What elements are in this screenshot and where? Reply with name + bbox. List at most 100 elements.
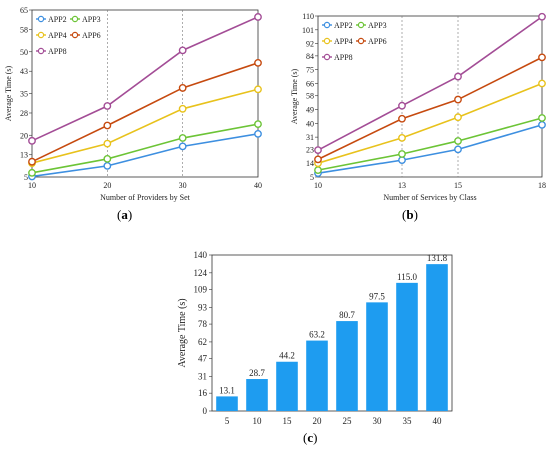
- y-tick-label: 49: [306, 106, 314, 115]
- data-point: [103, 102, 112, 110]
- legend-marker: [71, 31, 79, 39]
- panel-letter-c: c: [307, 430, 314, 445]
- bar-plot-frame: [211, 254, 453, 412]
- y-tick-label: 43: [20, 67, 28, 76]
- x-tick-label: 10: [314, 181, 322, 190]
- data-point: [314, 166, 322, 175]
- legend-marker: [323, 37, 331, 45]
- legend-marker: [71, 15, 79, 23]
- bar: [336, 321, 358, 411]
- y-tick-label: 62: [198, 337, 207, 347]
- bar: [276, 361, 298, 411]
- y-tick-label: 13: [20, 151, 28, 160]
- y-tick-label: 93: [198, 302, 208, 312]
- data-point: [178, 134, 187, 142]
- legend-marker: [357, 21, 365, 29]
- data-point: [178, 46, 187, 55]
- x-tick-label: 15: [454, 181, 462, 190]
- y-tick-label: 5: [24, 173, 28, 182]
- x-tick-label: 25: [343, 416, 353, 426]
- legend-marker: [357, 37, 365, 45]
- data-point: [398, 133, 406, 142]
- y-tick-label: 35: [20, 90, 28, 99]
- x-tick-label: 10: [253, 416, 263, 426]
- data-point: [454, 137, 462, 145]
- data-point: [454, 113, 462, 122]
- legend-entry: APP8: [48, 47, 67, 56]
- panel-letter-b: b: [406, 207, 414, 222]
- data-point: [28, 168, 36, 177]
- data-label: 13.1: [219, 385, 235, 395]
- data-point: [103, 155, 112, 163]
- y-tick-label: 124: [194, 268, 208, 278]
- x-tick-label: 20: [313, 416, 323, 426]
- x-tick-label: 10: [28, 181, 36, 190]
- x-tick-label: 30: [373, 416, 383, 426]
- y-tick-label: 31: [198, 371, 207, 381]
- y-tick-label: 78: [198, 319, 208, 329]
- y-tick-label: 23: [306, 145, 314, 154]
- data-point: [178, 84, 187, 92]
- y-tick-label: 5: [310, 173, 314, 182]
- series-line-app4: [31, 88, 259, 164]
- legend-entry: APP4: [334, 37, 353, 46]
- y-tick-label: 14: [306, 159, 314, 168]
- y-tick-label: 84: [306, 52, 314, 61]
- panel-label-b: (b): [402, 207, 418, 222]
- legend-entry: APP2: [334, 21, 353, 30]
- legend-entry: APP6: [82, 31, 101, 40]
- y-tick-label: 28: [20, 109, 28, 118]
- data-point: [103, 121, 112, 130]
- x-tick-label: 35: [403, 416, 413, 426]
- legend-marker: [37, 47, 45, 55]
- data-label: 131.8: [427, 253, 448, 263]
- data-label: 115.0: [397, 272, 417, 282]
- x-tick-label: 30: [179, 181, 187, 190]
- x-axis-label: Number of Providers by Set: [100, 193, 191, 202]
- data-point: [538, 79, 546, 88]
- legend-entry: APP2: [48, 15, 67, 24]
- legend-entry: APP3: [82, 15, 101, 24]
- data-point: [538, 53, 546, 62]
- x-tick-label: 40: [254, 181, 262, 190]
- x-tick-label: 15: [283, 416, 293, 426]
- y-tick-label: 0: [203, 406, 208, 416]
- y-tick-label: 140: [194, 250, 208, 260]
- series-line-app8: [317, 16, 543, 151]
- y-tick-label: 58: [20, 25, 28, 34]
- data-point: [538, 120, 546, 129]
- data-label: 28.7: [249, 368, 265, 378]
- y-tick-label: 75: [306, 66, 314, 75]
- legend-marker: [323, 21, 331, 29]
- data-point: [178, 142, 187, 151]
- legend-entry: APP6: [368, 37, 387, 46]
- y-tick-label: 16: [198, 388, 208, 398]
- data-point: [254, 120, 262, 129]
- data-point: [254, 129, 262, 138]
- data-point: [314, 146, 322, 155]
- x-tick-label: 40: [433, 416, 443, 426]
- data-point: [28, 157, 36, 166]
- data-point: [254, 58, 262, 67]
- data-point: [538, 114, 546, 122]
- bar: [306, 340, 328, 411]
- legend-entry: APP8: [334, 53, 353, 62]
- panel-label-c: (c): [303, 430, 318, 445]
- bar: [426, 264, 448, 411]
- data-point: [454, 72, 462, 81]
- data-label: 44.2: [279, 351, 295, 361]
- series-line-app6: [31, 62, 259, 163]
- y-tick-label: 109: [194, 285, 208, 295]
- data-label: 97.5: [369, 291, 385, 301]
- y-tick-label: 66: [306, 79, 314, 88]
- series-line-app2: [31, 133, 259, 178]
- x-tick-label: 13: [398, 181, 406, 190]
- data-point: [314, 155, 322, 164]
- y-tick-label: 20: [20, 131, 28, 140]
- data-point: [103, 161, 112, 170]
- data-point: [178, 104, 187, 113]
- data-point: [454, 95, 462, 104]
- series-line-app8: [31, 16, 259, 142]
- data-label: 63.2: [309, 330, 325, 340]
